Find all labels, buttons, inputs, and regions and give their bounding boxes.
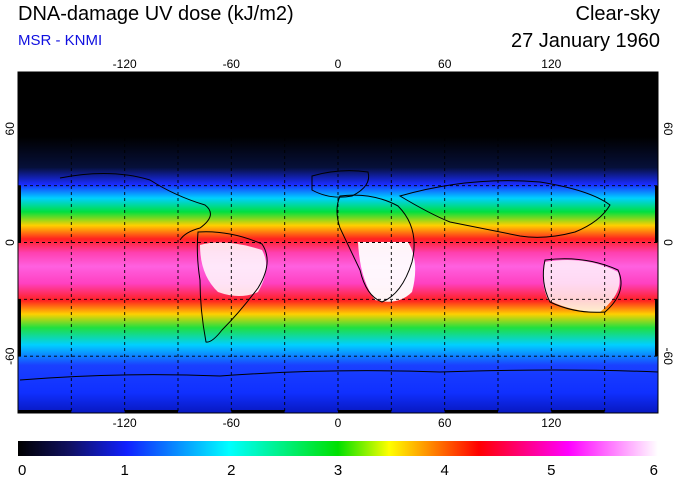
- colorbar-tick-label: 4: [441, 462, 449, 479]
- lon-label-bottom: -60: [223, 416, 241, 430]
- sky-condition-label: Clear-sky: [575, 3, 660, 25]
- frame-ticks: [18, 72, 658, 413]
- colorbar: [18, 441, 658, 456]
- lon-label-bottom: 60: [438, 416, 452, 430]
- lon-label-top: 120: [541, 57, 561, 71]
- lat-label-left: 60: [3, 122, 17, 136]
- lat-label-right: 60: [661, 122, 675, 136]
- lat-label-right: -60: [661, 348, 675, 366]
- colorbar-tick-label: 6: [650, 462, 658, 479]
- south-america-high-uv: [200, 242, 267, 296]
- lon-label-top: 60: [438, 57, 452, 71]
- colorbar-tick-label: 1: [121, 462, 129, 479]
- colorbar-tick-label: 3: [334, 462, 342, 479]
- lon-label-top: 0: [335, 57, 342, 71]
- coastlines: [19, 170, 658, 381]
- graticule: [18, 72, 658, 413]
- colorbar-tick-label: 5: [547, 462, 555, 479]
- colorbar-tick-label: 0: [18, 462, 26, 479]
- lat-label-left: -60: [3, 347, 17, 365]
- source-label: MSR - KNMI: [18, 32, 103, 49]
- lat-label-left: 0: [3, 239, 17, 246]
- lon-label-top: -60: [223, 57, 241, 71]
- lon-label-top: -120: [113, 57, 137, 71]
- date-label: 27 January 1960: [510, 30, 660, 52]
- lon-label-bottom: -120: [113, 416, 137, 430]
- lat-label-right: 0: [661, 239, 675, 246]
- map-title: DNA-damage UV dose (kJ/m2): [18, 3, 294, 25]
- lon-label-bottom: 0: [335, 416, 342, 430]
- lon-label-bottom: 120: [541, 416, 561, 430]
- colorbar-tick-label: 2: [227, 462, 235, 479]
